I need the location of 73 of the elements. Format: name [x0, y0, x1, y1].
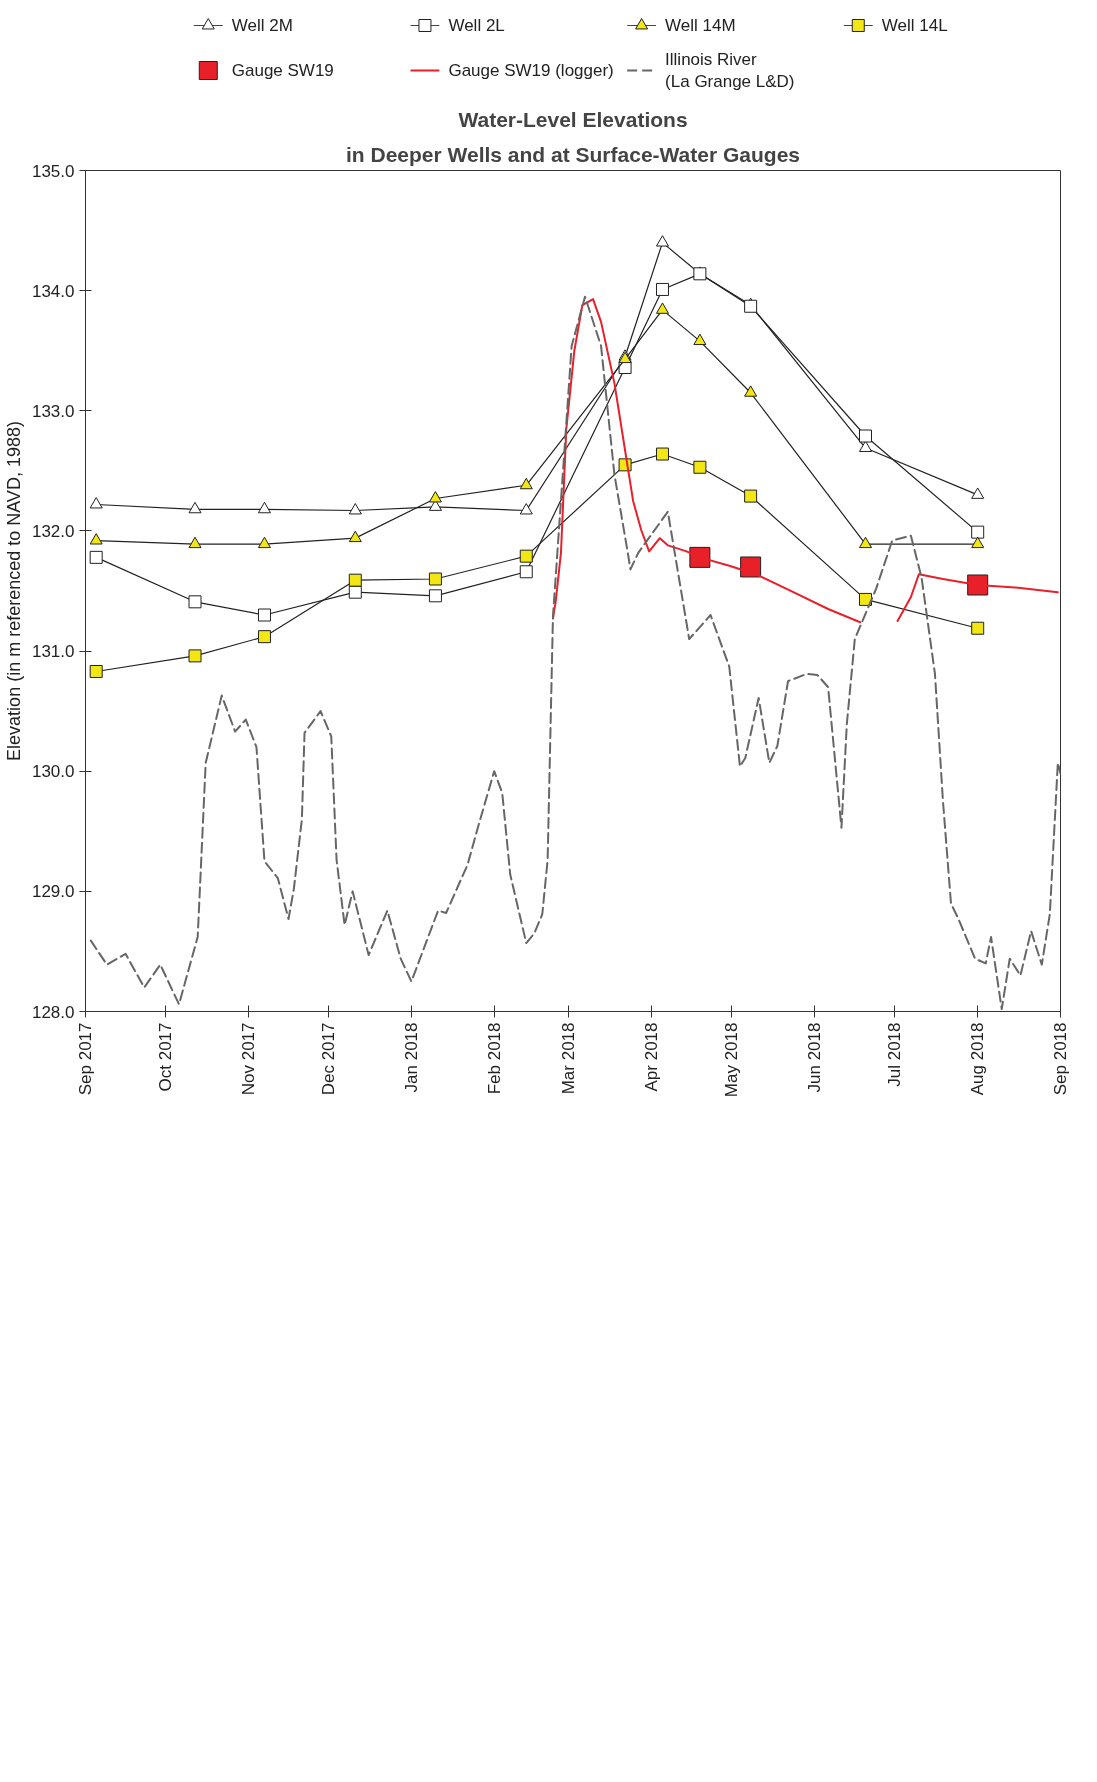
x-tick-label: Oct 2017 [156, 1022, 176, 1092]
point [744, 385, 758, 397]
point [188, 501, 202, 514]
point [971, 487, 985, 499]
x-tick-label: Feb 2018 [484, 1022, 504, 1095]
y-tick-label: 128.0 [31, 1002, 75, 1022]
x-tick-label: Aug 2018 [968, 1022, 988, 1096]
point [859, 536, 872, 549]
point [859, 429, 872, 443]
point [188, 595, 202, 609]
point [744, 299, 758, 313]
point [967, 574, 989, 596]
chart-title: Water-Level Elevations [458, 107, 688, 131]
point [519, 477, 533, 490]
point [971, 536, 985, 549]
y-tick-label: 135.0 [31, 161, 75, 181]
point [89, 497, 103, 509]
point [89, 550, 103, 564]
x-tick-label: Jul 2018 [885, 1022, 905, 1087]
point [428, 589, 442, 603]
x-tick-label: Dec 2017 [319, 1022, 339, 1096]
x-tick-label: Sep 2018 [1051, 1022, 1070, 1096]
point [89, 533, 103, 545]
legend-label: Well 14L [881, 16, 948, 35]
point [348, 585, 362, 599]
y-tick-label: 130.0 [31, 762, 75, 782]
point [519, 565, 533, 579]
point [655, 282, 669, 296]
y-axis-title: Elevation (in m referenced to NAVD, 1988) [3, 421, 24, 761]
point [257, 608, 271, 622]
point [89, 665, 103, 678]
point [257, 501, 271, 514]
point [348, 573, 362, 587]
legend-label: Illinois River (La Grange L&D) [665, 49, 795, 92]
x-tick-label: Mar 2018 [559, 1022, 579, 1095]
point [740, 556, 762, 578]
y-tick-label: 134.0 [31, 281, 75, 301]
y-tick-label: 133.0 [31, 401, 75, 421]
x-tick-label: Sep 2017 [76, 1022, 95, 1096]
point [655, 447, 669, 461]
y-tick-label: 131.0 [31, 642, 75, 662]
x-tick-label: May 2018 [722, 1022, 742, 1098]
legend-label: Well 2M [231, 16, 293, 35]
point [519, 549, 533, 563]
point [257, 630, 271, 644]
y-tick-label: 129.0 [31, 882, 75, 902]
x-tick-label: Nov 2017 [238, 1022, 258, 1096]
line-series [89, 295, 1061, 1011]
legend-label: Gauge SW19 (logger) [448, 61, 614, 80]
y-tick-label: 132.0 [31, 521, 75, 541]
point [428, 572, 442, 586]
point [188, 536, 202, 549]
point [689, 546, 711, 568]
x-tick-label: Jan 2018 [401, 1022, 421, 1093]
chart-subtitle: in Deeper Wells and at Surface-Water Gauges [346, 142, 800, 166]
point [744, 489, 758, 503]
legend-label: Gauge SW19 [231, 61, 334, 80]
legend-label: Well 2L [448, 16, 505, 35]
point [348, 530, 362, 543]
x-tick-label: Jun 2018 [805, 1022, 825, 1093]
point [693, 333, 707, 346]
point [693, 460, 707, 474]
point [971, 525, 985, 539]
point [348, 503, 362, 515]
point [971, 621, 985, 635]
point [655, 302, 669, 314]
point [519, 503, 533, 515]
point [655, 235, 669, 247]
x-tick-label: Apr 2018 [642, 1022, 662, 1092]
point [188, 649, 202, 663]
point [428, 491, 442, 503]
legend-label: Well 14M [665, 16, 736, 35]
point [257, 536, 271, 549]
